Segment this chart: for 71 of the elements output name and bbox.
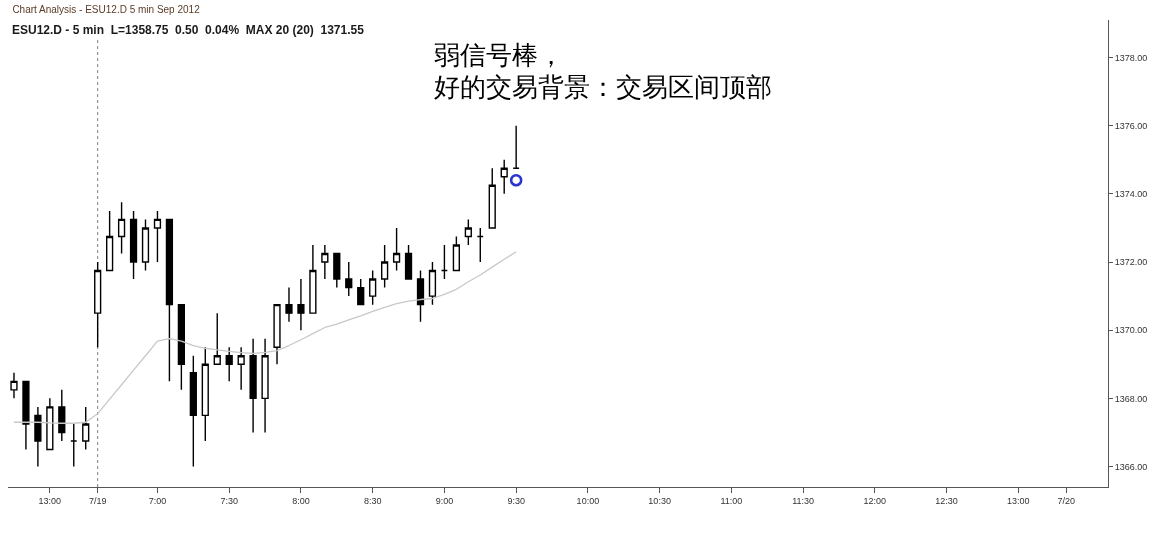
candlestick	[357, 278, 365, 306]
candlestick	[10, 372, 18, 400]
candlestick	[237, 346, 245, 391]
candlestick	[249, 338, 257, 434]
candlestick	[153, 210, 162, 263]
candlestick	[416, 269, 425, 323]
candlestick	[70, 423, 78, 468]
candlestick	[58, 389, 66, 442]
x-tick-label: 7/19	[88, 495, 107, 506]
y-tick-label: 1378.00	[1114, 52, 1148, 63]
candlestick	[321, 244, 329, 280]
x-tick-label: 8:30	[363, 495, 382, 506]
candlestick	[129, 210, 138, 280]
y-tick-label: 1376.00	[1114, 120, 1148, 131]
candlestick	[297, 278, 305, 331]
candlestick	[404, 244, 413, 280]
candlestick	[225, 346, 233, 383]
candlestick	[500, 159, 508, 195]
x-tick-label: 12:00	[863, 495, 887, 506]
x-tick-label: 13:00	[38, 495, 62, 506]
x-tick-label: 10:30	[648, 495, 671, 506]
x-tick-label: 9:30	[507, 495, 525, 506]
candlestick	[261, 338, 269, 434]
candlestick	[141, 218, 150, 272]
y-tick-label: 1368.00	[1114, 393, 1148, 404]
candlestick	[309, 244, 317, 314]
x-tick-label: 7/20	[1057, 495, 1075, 506]
candlestick	[345, 261, 353, 297]
candlestick	[117, 201, 126, 255]
x-tick-label: 7:00	[148, 495, 167, 506]
candlestick	[285, 286, 293, 323]
candlestick	[22, 380, 30, 451]
y-tick-label: 1372.00	[1114, 257, 1148, 268]
candlestick	[213, 312, 221, 365]
candlestick	[428, 261, 437, 306]
candlestick	[440, 244, 449, 280]
candlestick	[34, 406, 42, 468]
candlestick	[464, 218, 472, 246]
candlestick	[476, 227, 484, 263]
candlestick	[94, 261, 102, 348]
x-tick-label: 9:00	[435, 495, 454, 506]
y-tick-label: 1370.00	[1114, 325, 1148, 336]
x-tick-label: 7:30	[220, 495, 238, 506]
x-tick-label: 12:30	[935, 495, 958, 506]
candlestick	[452, 235, 460, 272]
candlestick	[488, 167, 496, 229]
y-tick-label: 1366.00	[1114, 461, 1148, 472]
annotation: 好的交易背景：交易区间顶部	[434, 72, 772, 102]
x-tick-label: 11:00	[720, 495, 743, 506]
candlestick	[201, 346, 209, 442]
candlestick	[177, 303, 185, 391]
chart-title: Chart Analysis - ESU12.D 5 min Sep 2012	[12, 3, 201, 15]
candlestick	[512, 124, 520, 169]
candlestick	[106, 210, 114, 272]
chart-subtitle: ESU12.D - 5 min L=1358.75 0.50 0.04% MAX 20 (20) 1371.55	[12, 23, 365, 37]
candlestick	[46, 397, 54, 451]
candlestick	[381, 244, 389, 289]
x-tick-label: 8:00	[292, 495, 310, 506]
candlestick	[369, 269, 377, 306]
x-tick-label: 11:30	[792, 495, 815, 506]
candlestick	[165, 218, 174, 383]
y-tick-label: 1374.00	[1114, 189, 1148, 199]
line-series	[13, 251, 517, 424]
x-tick-label: 13:00	[1007, 495, 1030, 506]
candlestick	[333, 252, 341, 289]
x-tick-label: 10:00	[576, 495, 600, 506]
candlestick	[189, 355, 197, 468]
candlestick	[392, 227, 401, 272]
candlestick	[82, 406, 90, 451]
candlestick	[273, 303, 281, 365]
annotation: 弱信号棒，	[434, 40, 564, 70]
